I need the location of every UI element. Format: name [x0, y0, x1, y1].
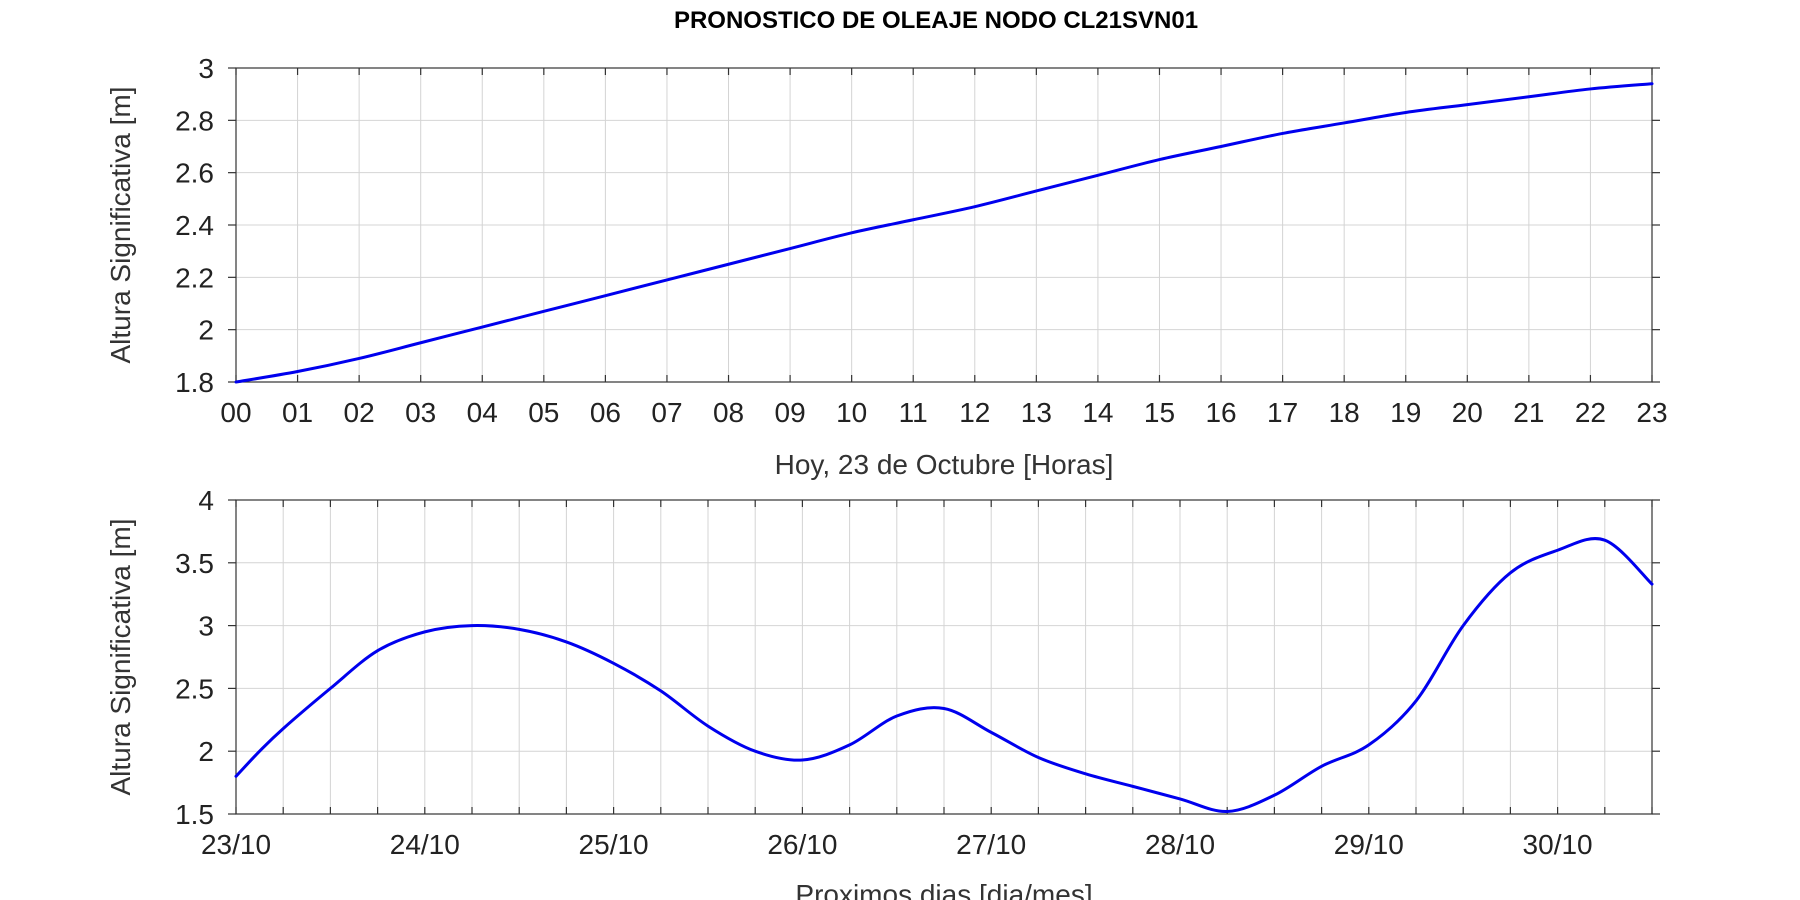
x-tick-label: 17 — [1267, 397, 1298, 428]
x-tick-label: 29/10 — [1334, 829, 1404, 860]
y-tick-label: 1.8 — [175, 367, 214, 398]
x-tick-label: 26/10 — [767, 829, 837, 860]
y-tick-label: 3.5 — [175, 548, 214, 579]
y-tick-label: 2 — [198, 315, 214, 346]
x-tick-label: 13 — [1021, 397, 1052, 428]
wave-height-series-line — [234, 537, 1654, 813]
y-axis-label: Altura Significativa [m] — [105, 519, 136, 796]
x-tick-label: 11 — [899, 397, 928, 428]
x-tick-label: 03 — [405, 397, 436, 428]
x-tick-label: 02 — [344, 397, 375, 428]
y-tick-label: 2.4 — [175, 210, 214, 241]
x-tick-label: 21 — [1513, 397, 1544, 428]
x-tick-label: 19 — [1390, 397, 1421, 428]
x-tick-label: 10 — [836, 397, 867, 428]
x-tick-label: 25/10 — [579, 829, 649, 860]
x-tick-label: 28/10 — [1145, 829, 1215, 860]
next-days-chart: 23/10 24/10 25/10 26/10 27/10 28/10 29/10 30/10… — [105, 485, 1660, 900]
figure-title: PRONOSTICO DE OLEAJE NODO CL21SVN01 — [674, 7, 1198, 34]
x-tick-label: 01 — [282, 397, 313, 428]
y-tick-label: 2.5 — [175, 673, 214, 704]
x-tick-label: 00 — [220, 397, 251, 428]
x-tick-label: 30/10 — [1523, 829, 1593, 860]
x-tick-label: 22 — [1575, 397, 1606, 428]
y-tick-label: 2.6 — [175, 158, 214, 189]
x-tick-label: 04 — [467, 397, 498, 428]
x-tick-label: 18 — [1329, 397, 1360, 428]
x-tick-label: 06 — [590, 397, 621, 428]
wave-height-series-line — [234, 82, 1654, 384]
x-axis-label: Hoy, 23 de Octubre [Horas] — [775, 449, 1114, 480]
x-tick-label: 07 — [651, 397, 682, 428]
x-axis-label: Proximos dias [dia/mes] — [795, 879, 1092, 900]
x-tick-label: 20 — [1452, 397, 1483, 428]
y-tick-label: 1.5 — [175, 799, 214, 830]
y-tick-label: 3 — [198, 611, 214, 642]
x-tick-label: 05 — [528, 397, 559, 428]
x-tick-label: 23/10 — [201, 829, 271, 860]
x-tick-label: 15 — [1144, 397, 1175, 428]
y-tick-label: 2.8 — [175, 105, 214, 136]
x-tick-label: 27/10 — [956, 829, 1026, 860]
x-tick-label: 23 — [1636, 397, 1667, 428]
y-tick-label: 4 — [198, 485, 214, 516]
x-tick-label: 09 — [775, 397, 806, 428]
x-tick-label: 24/10 — [390, 829, 460, 860]
x-tick-label: 14 — [1082, 397, 1113, 428]
y-axis-label: Altura Significativa [m] — [105, 87, 136, 364]
y-tick-label: 2 — [198, 736, 214, 767]
x-tick-label: 08 — [713, 397, 744, 428]
today-hourly-chart: 00 01 02 03 04 05 06 07 08 09 10 11 12 13 14 15 16 17 18 19… — [105, 53, 1668, 480]
x-tick-label: 12 — [959, 397, 990, 428]
y-tick-label: 3 — [198, 53, 214, 84]
x-tick-label: 16 — [1205, 397, 1236, 428]
y-tick-label: 2.2 — [175, 262, 214, 293]
